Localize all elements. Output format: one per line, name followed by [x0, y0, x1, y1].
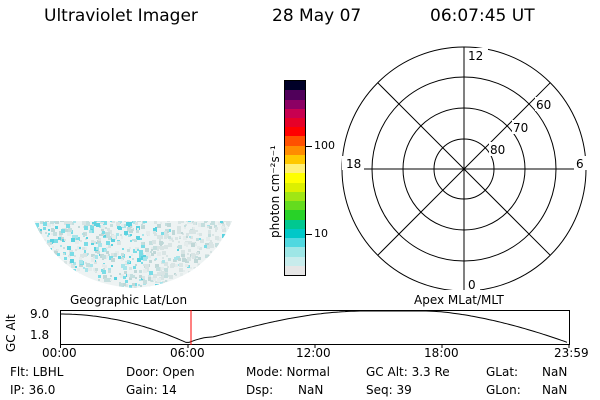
tick-1800: 18:00	[424, 346, 459, 360]
timeline-frame	[60, 310, 570, 345]
filter-field: Flt: LBHL	[10, 365, 64, 379]
gc-alt-field: GC Alt: 3.3 Re	[366, 365, 450, 379]
colorbar-band	[285, 127, 305, 137]
colorbar-band	[285, 164, 305, 174]
colorbar	[284, 80, 306, 276]
colorbar-band	[285, 118, 305, 128]
colorbar-band	[285, 265, 305, 275]
date-label: 28 May 07	[272, 6, 362, 26]
tick-1200: 12:00	[296, 346, 331, 360]
polar-grid: 12 18 6 0 60 70 80	[341, 46, 588, 290]
timeline-axis-title: GC Alt	[4, 314, 18, 352]
colorbar-band	[285, 173, 305, 183]
dsp-value: NaN	[298, 383, 324, 397]
colorbar-band	[285, 136, 305, 146]
polar-lat-60: 60	[536, 98, 551, 112]
colorbar-band	[285, 228, 305, 239]
gain-field: Gain: 14	[126, 383, 177, 397]
colorbar-band	[285, 238, 305, 248]
polar-label-12: 12	[468, 49, 483, 63]
polar-lat-70: 70	[513, 121, 528, 135]
glat-label: GLat:	[486, 365, 519, 379]
glon-value: NaN	[542, 383, 568, 397]
colorbar-band	[285, 247, 305, 257]
colorbar-band	[285, 201, 305, 211]
glon-label: GLon:	[486, 383, 521, 397]
altitude-timeline	[60, 310, 570, 348]
colorbar-tick-10	[306, 234, 312, 235]
colorbar-band	[285, 219, 305, 229]
colorbar-band	[285, 256, 305, 266]
app-title: Ultraviolet Imager	[44, 6, 198, 26]
polar-diagonal-2	[377, 82, 551, 256]
colorbar-label-10: 10	[314, 227, 328, 240]
colorbar-band	[285, 154, 305, 165]
tick-0600: 06:00	[170, 346, 205, 360]
colorbar-tick-100	[306, 146, 312, 147]
polar-label-18: 18	[346, 157, 361, 171]
colorbar-band	[285, 108, 305, 119]
tick-2359: 23:59	[554, 346, 589, 360]
apex-label: Apex MLat/MLT	[414, 293, 504, 307]
ip-field: IP: 36.0	[10, 383, 56, 397]
colorbar-band	[285, 182, 305, 192]
colorbar-band	[285, 81, 305, 91]
timeline-ticks	[60, 344, 570, 348]
geographic-label: Geographic Lat/Lon	[70, 293, 188, 307]
polar-label-6: 6	[576, 157, 584, 171]
colorbar-band	[285, 99, 305, 109]
dsp-label: Dsp:	[246, 383, 274, 397]
polar-label-0: 0	[468, 278, 476, 290]
timeline-ymin: 1.8	[30, 328, 50, 342]
colorbar-band	[285, 191, 305, 202]
polar-lat-80: 80	[490, 143, 505, 157]
tick-0000: 00:00	[42, 346, 77, 360]
colorbar-label-100: 100	[314, 139, 335, 152]
colorbar-unit: photon cm⁻²s⁻¹	[268, 145, 282, 238]
glat-value: NaN	[542, 365, 568, 379]
timeline-ymax: 9.0	[30, 307, 50, 321]
uv-image	[34, 221, 232, 288]
door-field: Door: Open	[126, 365, 195, 379]
colorbar-band	[285, 145, 305, 155]
time-label: 06:07:45 UT	[430, 6, 535, 26]
colorbar-band	[285, 210, 305, 220]
altitude-curve	[60, 310, 568, 343]
colorbar-band	[285, 90, 305, 100]
mode-field: Mode: Normal	[246, 365, 330, 379]
seq-field: Seq: 39	[366, 383, 412, 397]
